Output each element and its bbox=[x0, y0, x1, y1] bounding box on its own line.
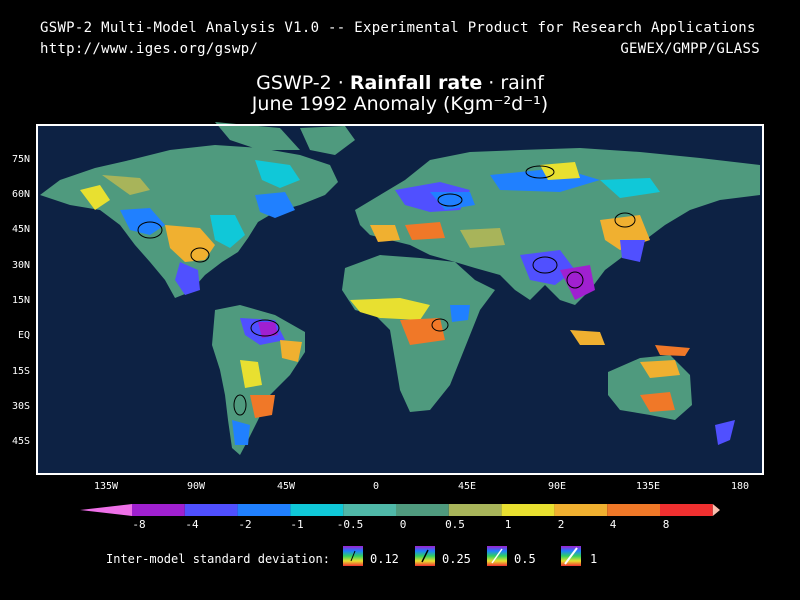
eurasia bbox=[355, 148, 760, 305]
colorbar-segment bbox=[396, 504, 449, 516]
lat-label: 15S bbox=[11, 366, 30, 377]
lat-label: 45S bbox=[11, 436, 30, 447]
stddev-swatch-icon bbox=[561, 546, 581, 566]
lon-label: 0 bbox=[372, 481, 380, 492]
stddev-swatch-icon bbox=[487, 546, 507, 566]
colorbar-segment bbox=[237, 504, 291, 516]
map-title: GSWP-2 · Rainfall rate · rainf bbox=[0, 72, 800, 94]
title-prefix: GSWP-2 · bbox=[256, 72, 350, 94]
title-suffix: · rainf bbox=[482, 72, 544, 94]
australia bbox=[570, 330, 735, 445]
title-variable: Rainfall rate bbox=[349, 72, 483, 94]
colorbar-segment bbox=[343, 504, 396, 516]
greenland bbox=[300, 126, 355, 155]
lon-label: 180 bbox=[730, 481, 750, 492]
world-map bbox=[37, 122, 763, 474]
colorbar-end-high bbox=[712, 504, 720, 516]
lat-label: EQ bbox=[17, 330, 30, 341]
colorbar-segment bbox=[554, 504, 608, 516]
north-america bbox=[40, 122, 338, 298]
lat-label: 30N bbox=[11, 260, 30, 271]
colorbar-segment bbox=[607, 504, 660, 516]
header-credit: GEWEX/GMPP/GLASS bbox=[620, 41, 760, 57]
lat-label: 45N bbox=[11, 224, 30, 235]
stddev-value: 0.12 bbox=[370, 552, 399, 566]
colorbar-label: -4 bbox=[185, 518, 199, 531]
colorbar-segment bbox=[660, 504, 713, 516]
lat-label: 30S bbox=[11, 401, 30, 412]
colorbar-label: 8 bbox=[662, 518, 670, 531]
map-frame bbox=[36, 124, 764, 475]
lon-label: 90E bbox=[547, 481, 567, 492]
colorbar-label: -8 bbox=[132, 518, 146, 531]
lon-label: 135E bbox=[635, 481, 661, 492]
colorbar bbox=[80, 504, 720, 516]
colorbar-segment bbox=[501, 504, 555, 516]
colorbar-end-low bbox=[80, 504, 132, 516]
colorbar-label: 4 bbox=[609, 518, 617, 531]
colorbar-segment bbox=[290, 504, 344, 516]
stddev-value: 0.5 bbox=[514, 552, 536, 566]
south-america bbox=[212, 305, 305, 455]
colorbar-label: 0.5 bbox=[445, 518, 465, 531]
colorbar-label: -1 bbox=[290, 518, 304, 531]
lat-label: 15N bbox=[11, 295, 30, 306]
lat-label: 60N bbox=[11, 189, 30, 200]
map-subtitle: June 1992 Anomaly (Kgm⁻²d⁻¹) bbox=[251, 93, 549, 115]
colorbar-label: 1 bbox=[504, 518, 512, 531]
lon-label: 90W bbox=[186, 481, 206, 492]
lon-label: 45E bbox=[457, 481, 477, 492]
colorbar-label: -2 bbox=[238, 518, 252, 531]
header-url: http://www.iges.org/gswp/ bbox=[40, 41, 259, 57]
lat-label: 75N bbox=[11, 154, 30, 165]
lon-label: 135W bbox=[93, 481, 119, 492]
colorbar-label: 2 bbox=[557, 518, 565, 531]
header-title: GSWP-2 Multi-Model Analysis V1.0 -- Expe… bbox=[40, 20, 756, 36]
colorbar-segment bbox=[132, 504, 185, 516]
colorbar-label: 0 bbox=[399, 518, 407, 531]
colorbar-segment bbox=[184, 504, 238, 516]
colorbar-segment bbox=[448, 504, 502, 516]
stddev-label: Inter-model standard deviation: bbox=[106, 552, 330, 566]
africa bbox=[342, 255, 495, 412]
colorbar-label: -0.5 bbox=[336, 518, 364, 531]
stddev-value: 0.25 bbox=[442, 552, 471, 566]
stddev-value: 1 bbox=[590, 552, 598, 566]
stddev-contours bbox=[137, 165, 636, 416]
stddev-swatch-icon bbox=[343, 546, 363, 566]
lon-label: 45W bbox=[276, 481, 296, 492]
stddev-swatch-icon bbox=[415, 546, 435, 566]
